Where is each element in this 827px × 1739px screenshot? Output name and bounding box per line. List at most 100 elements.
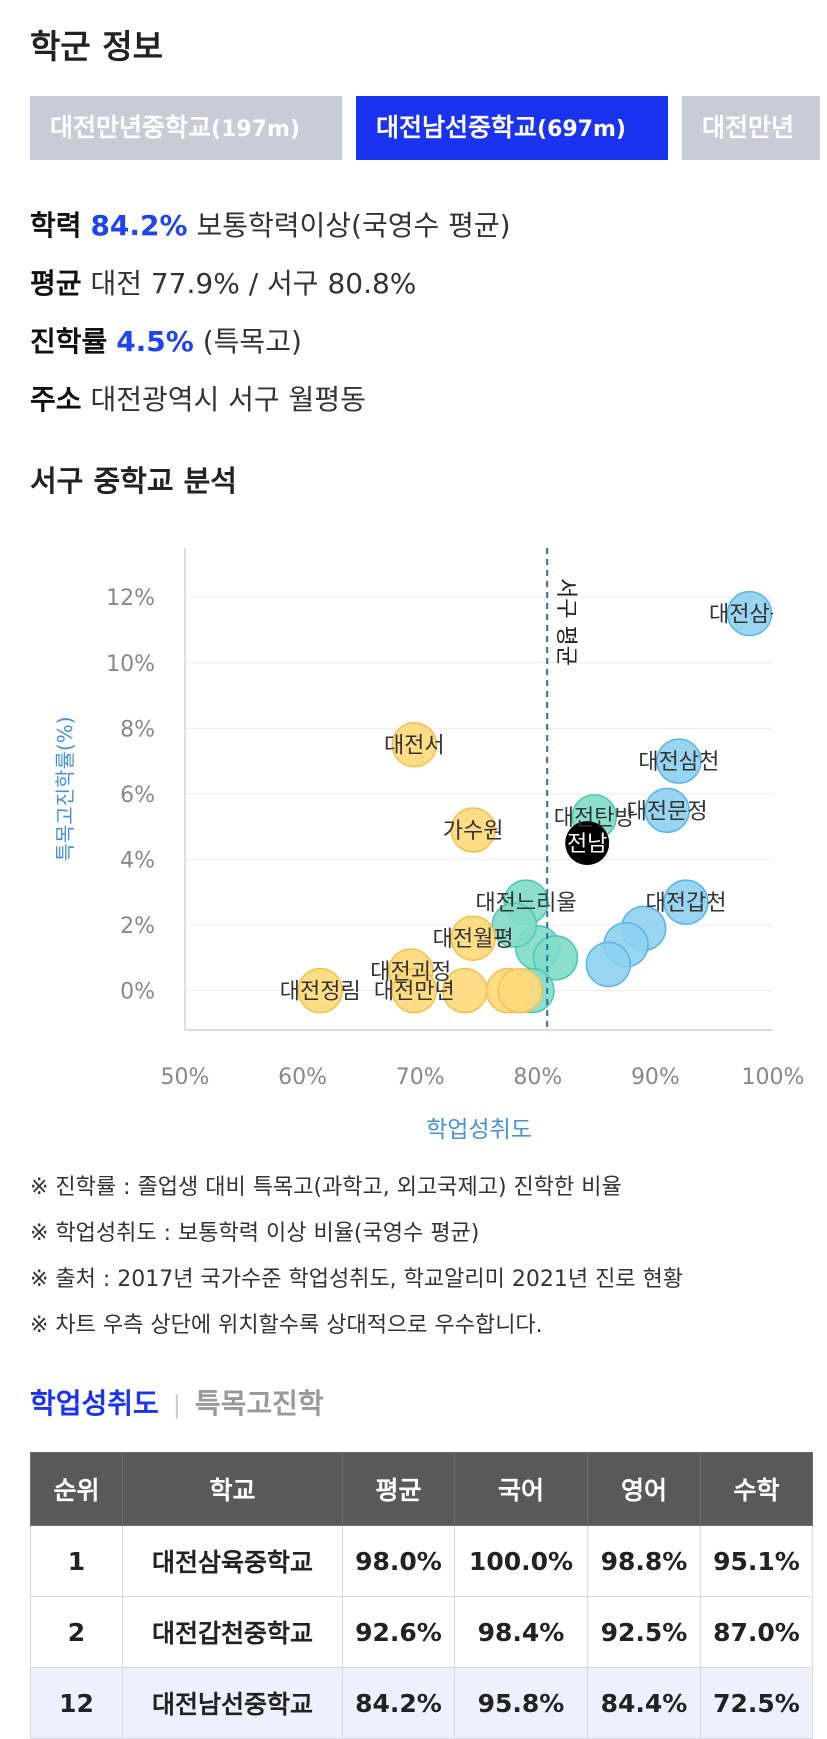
cell-korean: 95.8% bbox=[454, 1667, 588, 1739]
info-rate-value: 4.5% bbox=[116, 325, 194, 358]
x-tick-label: 80% bbox=[513, 1065, 562, 1090]
tab-school-distance: (697m) bbox=[537, 117, 626, 142]
header-average: 평균 bbox=[342, 1452, 455, 1526]
data-point-label: 대전삼육 bbox=[709, 603, 790, 628]
tab-school-1[interactable]: 대전남선중학교(697m) bbox=[356, 96, 668, 160]
data-point[interactable] bbox=[726, 590, 773, 637]
data-point-label: 대전남선 bbox=[547, 832, 628, 857]
data-point[interactable] bbox=[297, 967, 343, 1014]
info-rate-label: 진학률 bbox=[30, 325, 108, 358]
tab-school-2[interactable]: 대전만년 bbox=[682, 96, 820, 160]
y-tick-label: 2% bbox=[120, 914, 155, 939]
y-tick-label: 8% bbox=[120, 717, 155, 742]
analysis-title: 서구 중학교 분석 bbox=[30, 464, 237, 498]
data-point[interactable] bbox=[450, 915, 496, 961]
data-point[interactable] bbox=[391, 967, 438, 1014]
cell-rank: 1 bbox=[30, 1525, 123, 1597]
cell-english: 84.4% bbox=[587, 1667, 701, 1739]
cell-english: 98.8% bbox=[587, 1525, 701, 1597]
tab-school-name: 대전남선중학교 bbox=[376, 113, 538, 142]
note-achievement: ※ 학업성취도 : 보통학력 이상 비율(국영수 평균) bbox=[30, 1221, 480, 1246]
y-tick-label: 4% bbox=[120, 848, 155, 873]
cell-average: 92.6% bbox=[342, 1596, 455, 1668]
info-average-value: 대전 77.9% / 서구 80.8% bbox=[90, 267, 417, 300]
tab-achievement[interactable]: 학업성취도 bbox=[30, 1387, 159, 1420]
y-tick-label: 10% bbox=[106, 652, 155, 677]
x-tick-label: 50% bbox=[161, 1065, 210, 1090]
table-row[interactable]: 2 대전갑천중학교 92.6% 98.4% 92.5% 87.0% bbox=[30, 1596, 813, 1668]
table-header-row: 순위 학교 평균 국어 영어 수학 bbox=[30, 1452, 813, 1526]
x-tick-label: 60% bbox=[278, 1065, 327, 1090]
header-math: 수학 bbox=[700, 1452, 813, 1526]
data-point[interactable] bbox=[450, 807, 496, 853]
data-point-label: 대전만년 bbox=[374, 980, 455, 1005]
tab-separator: | bbox=[172, 1391, 181, 1419]
notes: ※ 진학률 : 졸업생 대비 특목고(과학고, 외고국제고) 진학한 비율 ※ … bbox=[30, 1165, 683, 1349]
data-point-label: 대전느리울 bbox=[475, 891, 576, 916]
note-source: ※ 출처 : 2017년 국가수준 학업성취도, 학교알리미 2021년 진로 … bbox=[30, 1267, 684, 1292]
data-point[interactable] bbox=[532, 935, 579, 981]
section-title: 학군 정보 bbox=[30, 27, 163, 66]
header-korean: 국어 bbox=[454, 1452, 588, 1526]
header-school: 학교 bbox=[122, 1452, 343, 1526]
info-address-label: 주소 bbox=[30, 383, 82, 416]
data-point[interactable] bbox=[585, 941, 632, 988]
data-point-selected[interactable] bbox=[565, 821, 610, 866]
data-point-label: 대전탄방 bbox=[554, 806, 635, 831]
cell-korean: 98.4% bbox=[454, 1596, 588, 1668]
x-axis-title: 학업성취도 bbox=[426, 1117, 532, 1143]
scatter-chart: 0% 2% 4% 6% 8% 10% 12% 50% 60% 70% 80% 90% 100% 학업성취도… bbox=[53, 548, 805, 1143]
header-english: 영어 bbox=[587, 1452, 701, 1526]
info-address: 주소 대전광역시 서구 월평동 bbox=[30, 378, 366, 418]
info-average-label: 평균 bbox=[30, 267, 82, 300]
ranking-table: 순위 학교 평균 국어 영어 수학 1 대전삼육중학교 98.0% 100.0%… bbox=[30, 1452, 813, 1739]
data-point[interactable] bbox=[391, 721, 438, 768]
cell-average: 84.2% bbox=[342, 1667, 455, 1739]
info-rate-desc: (특목고) bbox=[202, 325, 302, 358]
average-reference-label: 서구 평균 bbox=[553, 578, 578, 666]
tab-school-0[interactable]: 대전만년중학교(197m) bbox=[30, 96, 342, 160]
data-point-label: 대전문정 bbox=[627, 799, 708, 824]
data-point-label: 대전월평 bbox=[433, 927, 514, 952]
table-row-selected[interactable]: 12 대전남선중학교 84.2% 95.8% 84.4% 72.5% bbox=[30, 1667, 813, 1739]
y-tick-label: 12% bbox=[106, 586, 155, 611]
data-point-label: 대전서 bbox=[384, 734, 445, 759]
y-tick-label: 0% bbox=[120, 980, 155, 1005]
note-rate: ※ 진학률 : 졸업생 대비 특목고(과학고, 외고국제고) 진학한 비율 bbox=[30, 1175, 622, 1200]
data-point[interactable] bbox=[497, 967, 543, 1014]
data-point[interactable] bbox=[663, 879, 709, 925]
tab-school-name: 대전만년중학교 bbox=[50, 113, 212, 142]
cell-rank: 2 bbox=[30, 1596, 123, 1668]
info-score-desc: 보통학력이상(국영수 평균) bbox=[196, 209, 511, 242]
table-row[interactable]: 1 대전삼육중학교 98.0% 100.0% 98.8% 95.1% bbox=[30, 1525, 813, 1597]
note-position: ※ 차트 우측 상단에 위치할수록 상대적으로 우수합니다. bbox=[30, 1313, 543, 1338]
cell-school: 대전삼육중학교 bbox=[122, 1525, 343, 1597]
tab-school-name: 대전만년 bbox=[702, 113, 795, 142]
data-point-label: 대전갑천 bbox=[645, 891, 726, 916]
data-point-label: 대전정림 bbox=[280, 980, 361, 1005]
cell-rank: 12 bbox=[30, 1667, 123, 1739]
cell-school: 대전남선중학교 bbox=[122, 1667, 343, 1739]
tab-special-school[interactable]: 특목고진학 bbox=[194, 1387, 324, 1420]
data-point-label: 대전괴정 bbox=[370, 960, 451, 985]
info-rate: 진학률 4.5% (특목고) bbox=[30, 320, 302, 360]
cell-math: 72.5% bbox=[700, 1667, 813, 1739]
cell-math: 95.1% bbox=[700, 1525, 813, 1597]
header-rank: 순위 bbox=[30, 1452, 123, 1526]
info-average: 평균 대전 77.9% / 서구 80.8% bbox=[30, 262, 416, 302]
x-tick-label: 70% bbox=[396, 1065, 445, 1090]
info-score-label: 학력 bbox=[30, 209, 82, 242]
x-tick-label: 100% bbox=[742, 1065, 805, 1090]
data-point-label: 가수원 bbox=[443, 819, 504, 844]
cell-korean: 100.0% bbox=[454, 1525, 588, 1597]
data-point[interactable] bbox=[644, 787, 690, 834]
info-score: 학력 84.2% 보통학력이상(국영수 평균) bbox=[30, 204, 511, 244]
tab-school-distance: (197m) bbox=[211, 117, 300, 142]
data-point[interactable] bbox=[491, 902, 538, 948]
data-point[interactable] bbox=[656, 738, 702, 784]
cell-math: 87.0% bbox=[700, 1596, 813, 1668]
cell-average: 98.0% bbox=[342, 1525, 455, 1597]
cell-english: 92.5% bbox=[587, 1596, 701, 1668]
